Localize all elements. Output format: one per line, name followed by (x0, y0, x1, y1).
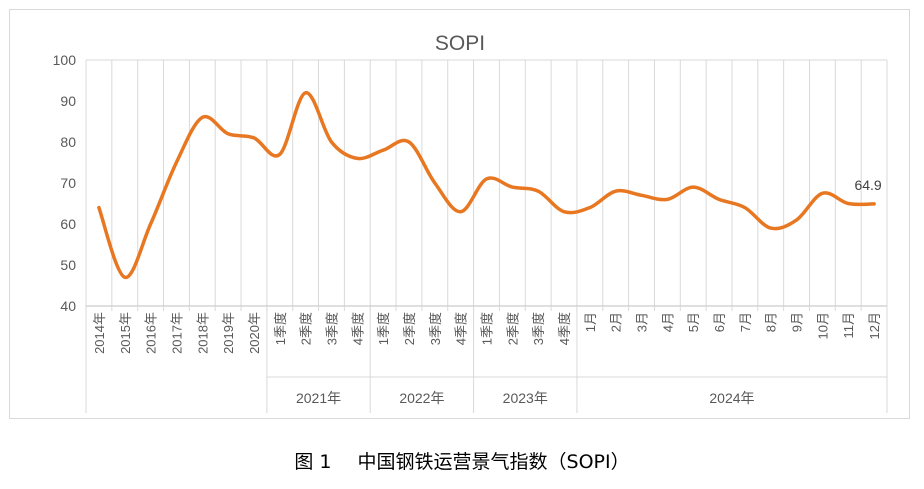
x-tick-label: 2020年 (247, 312, 262, 354)
x-group-label: 2023年 (503, 390, 548, 406)
x-tick-label: 4季度 (454, 312, 469, 345)
data-point (820, 191, 824, 195)
x-tick-label: 2016年 (144, 312, 159, 354)
x-tick-label: 1季度 (376, 312, 391, 345)
y-tick-label: 90 (60, 93, 76, 109)
grid-lines (85, 60, 888, 306)
chart-frame: SOPI 40 50 60 70 80 90 100 2014年 2015年 2016年 2017… (9, 9, 910, 419)
data-point (407, 140, 411, 144)
data-point (97, 206, 101, 210)
x-tick-label: 9月 (790, 312, 805, 332)
data-point (717, 197, 721, 201)
x-axis-ticks: 2014年 2015年 2016年 2017年 2018年 2019年 2020年 1季度 2季… (92, 312, 882, 354)
x-tick-label: 3月 (635, 312, 650, 332)
data-point (174, 161, 178, 164)
data-point (355, 156, 359, 160)
data-point (381, 148, 385, 152)
x-tick-label: 1季度 (480, 312, 495, 345)
data-point (536, 189, 540, 193)
x-axis-groups: 2021年 2022年 2023年 2024年 (296, 390, 755, 406)
x-tick-label: 2季度 (299, 312, 314, 345)
x-tick-label: 2季度 (402, 312, 417, 345)
data-point (304, 91, 308, 95)
data-point (226, 132, 230, 136)
data-point (588, 206, 592, 210)
x-tick-label: 1季度 (273, 312, 288, 345)
y-tick-label: 70 (60, 175, 76, 191)
data-labels: 64.9 (854, 177, 881, 193)
data-point (795, 218, 799, 222)
y-axis-ticks: 40 50 60 70 80 90 100 (53, 52, 77, 314)
x-tick-label: 2017年 (169, 312, 184, 354)
x-tick-label: 2019年 (221, 312, 236, 354)
x-tick-label: 7月 (738, 312, 753, 332)
x-tick-label: 10月 (815, 312, 830, 339)
x-tick-label: 2月 (609, 312, 624, 332)
figure-number: 图 1 (294, 451, 332, 473)
data-point (872, 202, 876, 206)
x-tick-label: 4季度 (350, 312, 365, 345)
x-tick-label: 6月 (712, 312, 727, 332)
chart-title: SOPI (435, 32, 485, 55)
data-point (691, 185, 695, 189)
data-point (200, 115, 204, 119)
y-tick-label: 50 (60, 257, 76, 273)
data-point (743, 206, 747, 210)
data-point (665, 197, 669, 201)
data-label-last: 64.9 (854, 177, 881, 193)
x-tick-label: 2014年 (92, 312, 107, 354)
y-tick-label: 60 (60, 216, 76, 232)
data-point (330, 140, 333, 144)
x-group-label: 2022年 (399, 390, 444, 406)
data-point (278, 152, 282, 156)
x-tick-label: 4季度 (557, 312, 572, 345)
x-tick-label: 5月 (686, 312, 701, 332)
data-point (252, 136, 256, 140)
data-point (459, 210, 463, 214)
y-tick-label: 100 (53, 52, 77, 68)
data-point (640, 193, 643, 197)
x-tick-label: 11月 (841, 312, 856, 339)
data-point (485, 177, 488, 181)
axes (85, 59, 888, 413)
data-point (614, 189, 618, 193)
data-point (769, 226, 773, 230)
x-tick-label: 4月 (660, 312, 675, 332)
x-tick-label: 3季度 (324, 312, 339, 345)
y-tick-label: 40 (60, 298, 76, 314)
data-point (433, 181, 437, 185)
data-point (149, 222, 153, 226)
figure-caption-text: 中国钢铁运营景气指数（SOPI） (357, 451, 630, 473)
data-point (123, 275, 127, 279)
series-sopi (97, 91, 876, 280)
figure-caption: 图 1 中国钢铁运营景气指数（SOPI） (0, 447, 924, 474)
data-point (510, 185, 514, 189)
x-tick-label: 8月 (764, 312, 779, 332)
x-tick-label: 3季度 (531, 312, 546, 345)
x-group-label: 2024年 (709, 390, 754, 406)
y-tick-label: 80 (60, 134, 76, 150)
x-tick-label: 2015年 (118, 312, 133, 354)
x-tick-label: 2季度 (505, 312, 520, 345)
x-tick-label: 3季度 (428, 312, 443, 345)
x-tick-label: 1月 (583, 312, 598, 332)
data-point (562, 210, 566, 214)
data-point (846, 202, 850, 205)
sopi-line-chart: SOPI 40 50 60 70 80 90 100 2014年 2015年 2016年 2017… (53, 32, 888, 413)
x-tick-label: 2018年 (195, 312, 210, 354)
x-group-label: 2021年 (296, 390, 341, 406)
x-tick-label: 12月 (867, 312, 882, 339)
